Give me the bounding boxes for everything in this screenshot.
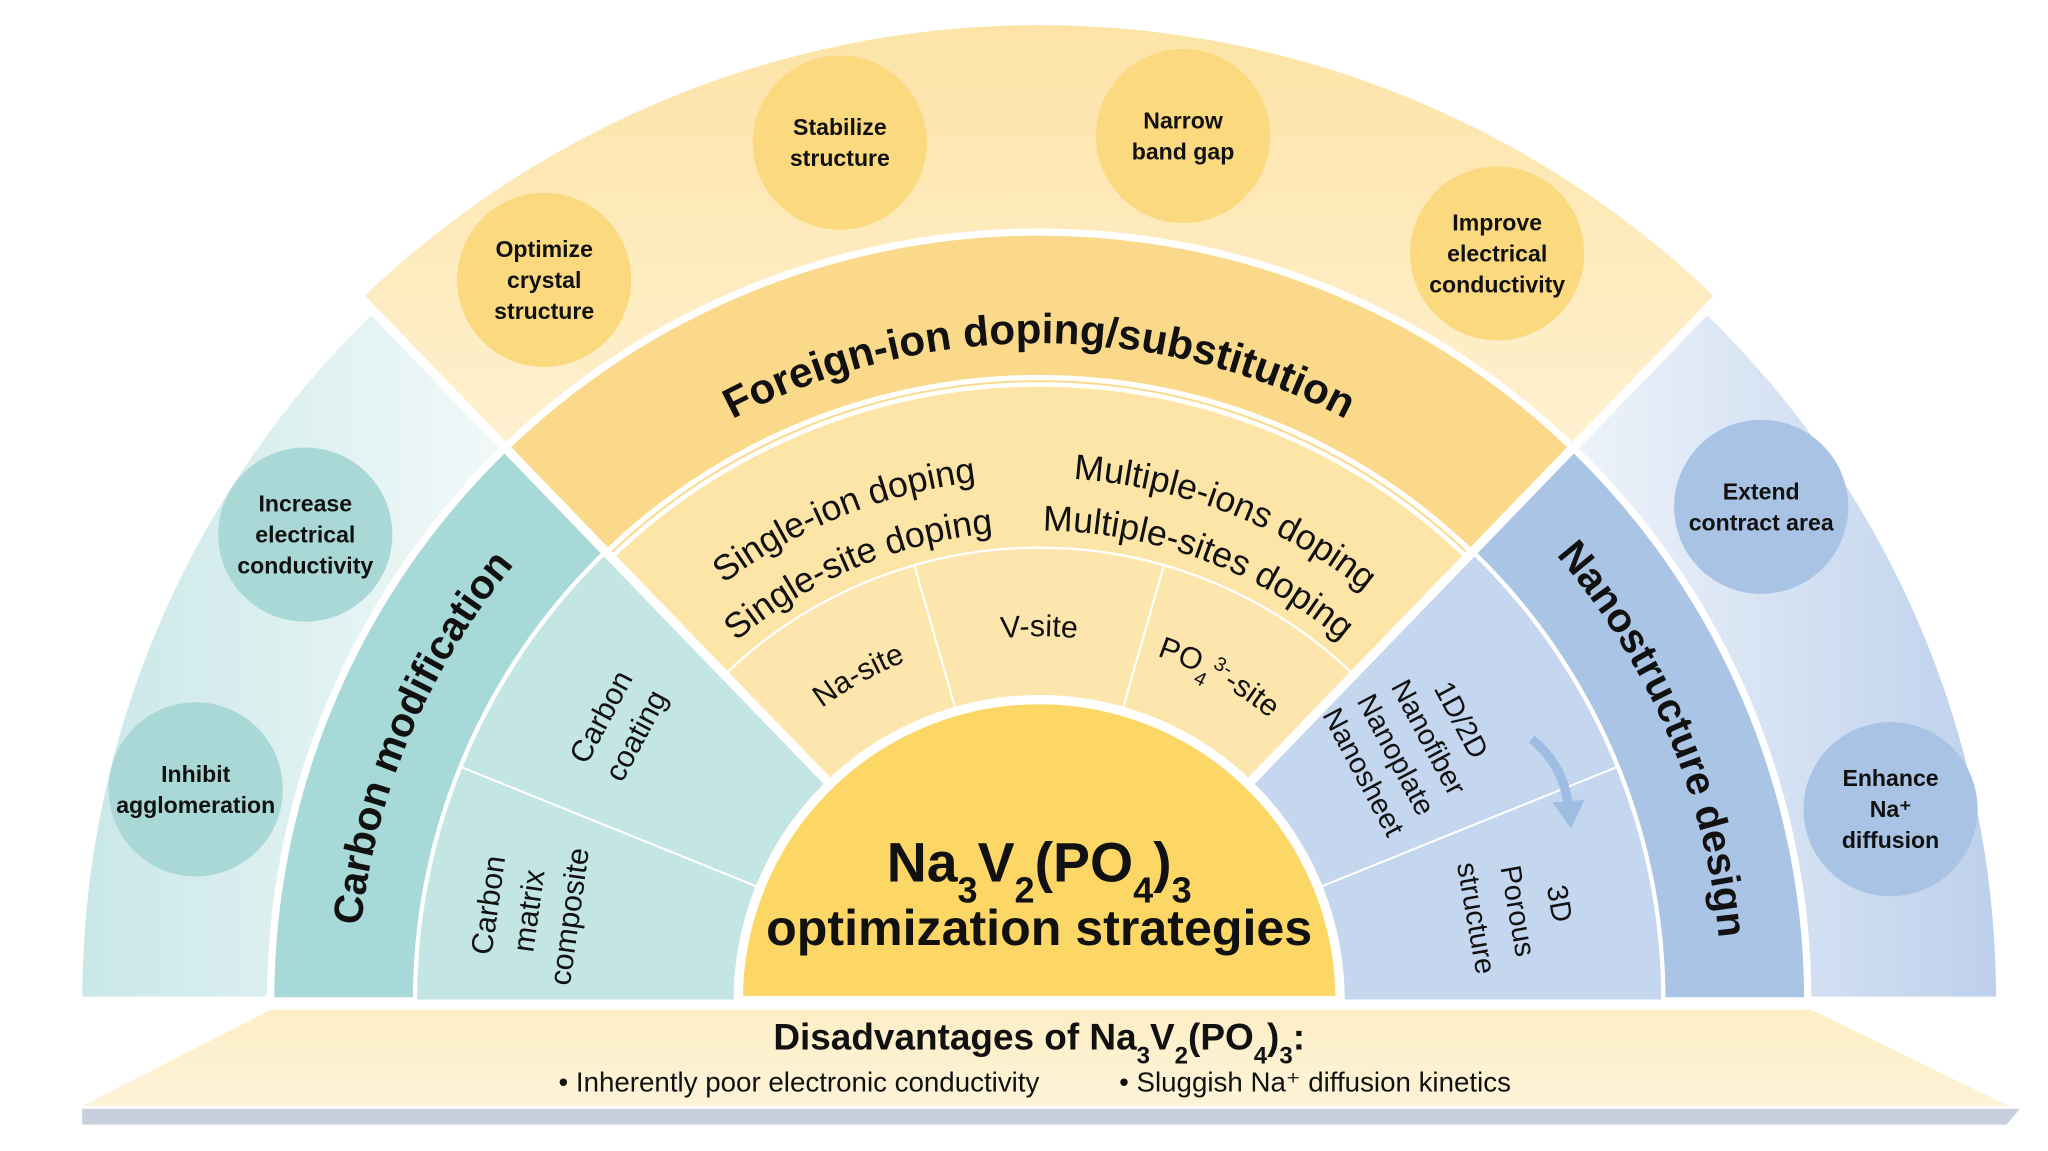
benefit-extend-contact-area-text: Extend contract area: [1689, 478, 1834, 535]
benefit-narrow-band-gap-circle: [1095, 48, 1271, 224]
benefit-stabilize-structure-circle: [752, 55, 927, 230]
benefit-optimize-crystal-circle: [457, 192, 632, 367]
v-site-label: V-site: [999, 610, 1079, 645]
benefit-inhibit-agglomeration-circle: [108, 702, 283, 877]
core-semicircle: [733, 694, 1345, 1006]
benefit-improve-conductivity-circle: [1410, 166, 1585, 341]
benefit-enhance-diffusion-circle: [1803, 722, 1978, 897]
benefit-enhance-diffusion-text: Enhance Na⁺ diffusion: [1842, 765, 1939, 853]
core-subtitle: optimization strategies: [766, 900, 1312, 956]
benefit-stabilize-structure-text: Stabilize structure: [790, 114, 890, 171]
benefit-extend-contact-area-circle: [1674, 419, 1849, 594]
benefit-improve-conductivity-text: Improve electrical conductivity: [1429, 209, 1565, 297]
transition-arrow-icon: [1528, 735, 1574, 809]
benefit-narrow-band-gap-text: Narrow band gap: [1132, 108, 1235, 165]
benefit-optimize-crystal-text: Optimize crystal structure: [494, 236, 594, 324]
disadvantages-title: Disadvantages of Na3V2(PO4)3:: [773, 1016, 1305, 1069]
sector-divider: [1242, 289, 1726, 791]
base-shadow: [82, 1108, 2020, 1125]
benefit-increase-conductivity-text: Increase electrical conductivity: [237, 491, 373, 579]
arrow-head-icon: [1552, 799, 1585, 829]
disadvantage-item: • Sluggish Na⁺ diffusion kinetics: [1119, 1067, 1511, 1098]
benefit-inhibit-agglomeration-text: Inhibit agglomeration: [116, 761, 275, 818]
core-formula: Na3V2(PO4)3: [887, 832, 1192, 910]
disadvantages-panel: [82, 1009, 2010, 1107]
benefit-increase-conductivity-circle: [218, 447, 393, 622]
sector-divider: [352, 289, 837, 791]
disadvantage-item: • Inherently poor electronic conductivit…: [558, 1067, 1039, 1098]
